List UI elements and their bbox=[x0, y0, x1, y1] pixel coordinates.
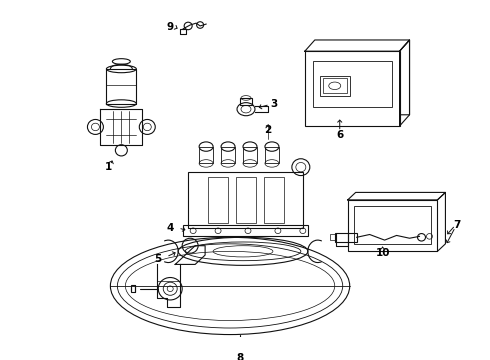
Text: 1: 1 bbox=[105, 162, 112, 172]
Bar bbox=[264, 176, 284, 223]
Bar bbox=[313, 60, 392, 107]
Text: 9: 9 bbox=[167, 22, 174, 32]
Bar bbox=[305, 51, 399, 126]
Bar bbox=[199, 147, 213, 163]
Bar bbox=[208, 176, 228, 223]
Bar bbox=[330, 234, 336, 240]
Bar bbox=[354, 206, 432, 244]
Text: 7: 7 bbox=[454, 220, 461, 230]
Bar bbox=[323, 78, 347, 93]
Bar bbox=[236, 176, 256, 223]
Bar bbox=[183, 225, 308, 237]
Bar bbox=[221, 147, 235, 163]
Text: 10: 10 bbox=[375, 248, 390, 258]
Bar bbox=[188, 172, 303, 228]
Text: 6: 6 bbox=[336, 130, 343, 140]
Bar bbox=[320, 76, 350, 96]
Bar bbox=[131, 285, 135, 292]
Bar bbox=[240, 98, 252, 105]
Text: 5: 5 bbox=[155, 254, 162, 264]
Text: 8: 8 bbox=[236, 353, 244, 360]
Bar bbox=[243, 147, 257, 163]
Text: 2: 2 bbox=[264, 125, 271, 135]
Text: 4: 4 bbox=[167, 223, 174, 233]
Bar bbox=[265, 147, 279, 163]
Bar bbox=[348, 200, 438, 251]
Text: 3: 3 bbox=[270, 99, 277, 109]
Bar bbox=[335, 233, 357, 242]
